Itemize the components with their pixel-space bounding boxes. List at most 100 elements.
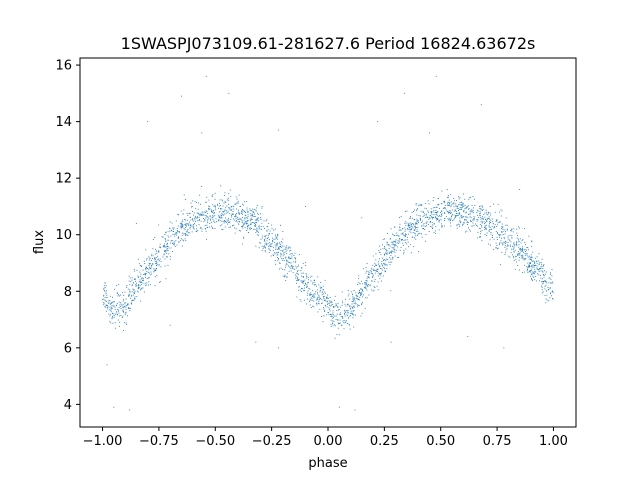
data-point [283, 259, 285, 261]
data-point [536, 265, 538, 267]
data-point [330, 319, 332, 321]
data-point [367, 273, 369, 275]
data-point [520, 242, 522, 244]
data-point [444, 201, 445, 202]
data-point [199, 218, 200, 220]
data-point [332, 325, 334, 327]
data-point [258, 217, 259, 219]
data-point [141, 287, 143, 289]
data-point [493, 249, 495, 251]
data-point [326, 297, 328, 299]
data-point [122, 292, 123, 294]
data-point [122, 310, 124, 312]
data-point [508, 255, 510, 257]
data-point [282, 255, 284, 257]
data-point [504, 233, 506, 235]
data-point [303, 282, 305, 284]
data-point [509, 240, 511, 242]
data-point [108, 302, 110, 304]
data-point [125, 312, 127, 314]
data-point [281, 253, 282, 255]
data-point [298, 289, 300, 291]
data-point [184, 232, 186, 234]
data-point [177, 214, 179, 215]
data-point [471, 209, 473, 211]
data-point [410, 224, 412, 226]
data-point [542, 281, 544, 282]
data-point [528, 271, 530, 273]
data-point [179, 231, 180, 233]
data-point [158, 265, 160, 267]
data-point [425, 240, 426, 242]
data-point [397, 235, 399, 237]
data-point [264, 228, 265, 229]
data-point [220, 205, 221, 207]
data-point [507, 237, 509, 239]
data-point [351, 306, 353, 308]
data-point [344, 303, 346, 305]
data-point [298, 278, 300, 280]
data-point [245, 215, 247, 217]
data-point [312, 295, 313, 297]
data-point [239, 213, 240, 215]
data-point [454, 214, 456, 216]
data-point [286, 247, 288, 249]
data-point [187, 223, 189, 225]
data-point [492, 218, 494, 220]
data-point [160, 260, 162, 262]
data-point [453, 197, 455, 199]
data-point [196, 217, 198, 219]
data-point [309, 294, 311, 296]
data-point [318, 296, 320, 298]
data-point [311, 300, 313, 301]
data-point [416, 208, 418, 210]
data-point [241, 210, 243, 212]
data-point [147, 271, 149, 273]
data-point [515, 258, 517, 260]
data-point [431, 228, 433, 229]
data-point [165, 252, 167, 254]
data-point [324, 292, 326, 294]
x-axis-ticks: −1.00 −0.75 −0.50 −0.25 0.00 0.25 0.50 0.75 1.00 [83, 427, 568, 449]
data-point [539, 268, 540, 269]
data-point [207, 207, 209, 209]
data-point [224, 207, 226, 209]
data-point [246, 217, 248, 219]
data-point [415, 202, 417, 204]
data-point [167, 231, 169, 233]
data-point [321, 303, 322, 305]
data-point [458, 213, 460, 215]
data-point [486, 235, 488, 236]
data-point [106, 297, 108, 299]
data-point [393, 250, 395, 252]
data-point [288, 265, 290, 267]
data-point [277, 257, 279, 259]
data-point [428, 217, 430, 218]
data-point [350, 311, 352, 313]
data-point [518, 246, 520, 248]
data-point [266, 230, 268, 232]
data-point [265, 251, 267, 253]
x-axis-label: phase [308, 456, 347, 471]
data-point [548, 289, 550, 291]
data-point [116, 293, 118, 294]
data-point [402, 242, 404, 244]
data-point [502, 234, 504, 236]
data-point [385, 260, 387, 262]
data-point [488, 229, 490, 231]
data-point [463, 216, 465, 217]
data-point [351, 303, 353, 305]
data-point [503, 238, 505, 240]
data-point [551, 290, 553, 292]
data-point [337, 327, 339, 329]
data-point [404, 210, 406, 212]
data-point [123, 306, 125, 307]
data-point [336, 334, 338, 335]
data-point [504, 241, 506, 243]
data-point [323, 315, 325, 317]
data-point [477, 219, 479, 221]
data-point [113, 288, 115, 290]
data-point [420, 210, 422, 212]
data-point [264, 235, 266, 237]
data-point [189, 216, 191, 218]
